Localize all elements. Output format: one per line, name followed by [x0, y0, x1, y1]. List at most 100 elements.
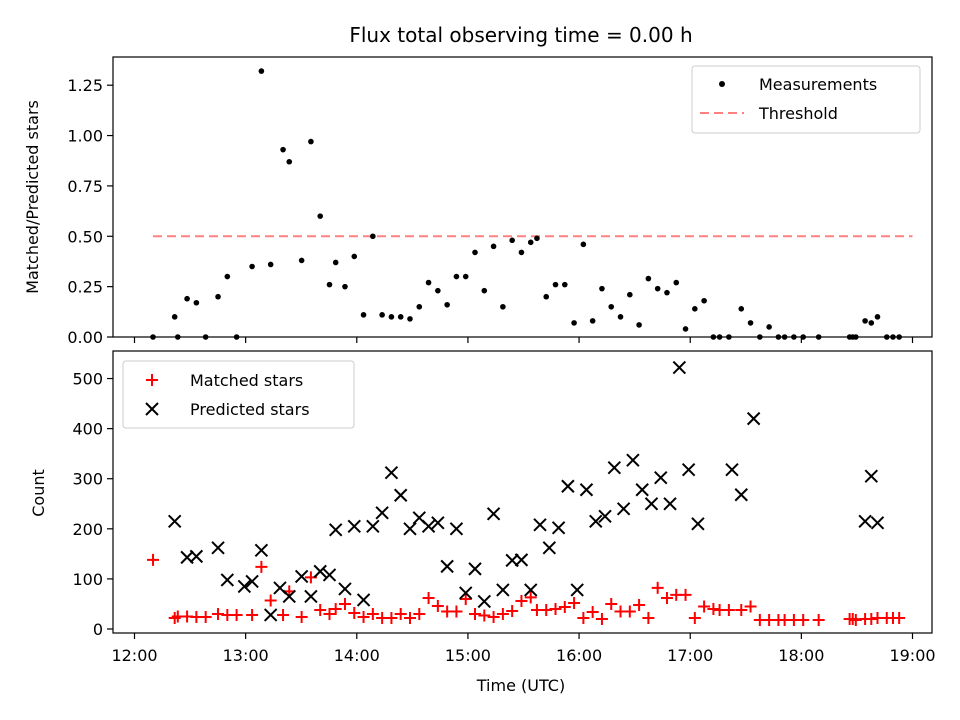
measurement-point [636, 322, 642, 328]
predicted-star-point [431, 516, 445, 530]
measurement-point [862, 318, 868, 324]
top-y-tick-label: 1.25 [67, 76, 103, 95]
measurement-point [589, 318, 596, 324]
matched-star-point [688, 611, 701, 624]
x-tick-label: 13:00 [223, 646, 269, 665]
bottom-y-tick-label: 300 [72, 470, 103, 489]
chart-title: Flux total observing time = 0.00 h [349, 23, 692, 47]
matched-star-point [506, 604, 519, 617]
measurement-point [527, 239, 534, 246]
matched-star-point [558, 600, 571, 613]
measurement-point [518, 249, 525, 256]
matched-star-point [459, 592, 472, 605]
top-x-ticks [133, 337, 914, 343]
matched-star-point [698, 600, 711, 613]
measurement-point [552, 281, 559, 288]
bottom-legend: Matched stars Predicted stars [122, 360, 355, 429]
top-axes-frame [112, 56, 933, 338]
measurement-point [425, 279, 432, 286]
measurement-point [617, 314, 624, 320]
measurement-point [645, 275, 652, 282]
measurement-point [462, 273, 469, 280]
predicted-star-point [375, 506, 389, 520]
top-y-tick-label: 0.00 [67, 328, 103, 347]
predicted-stars-series [167, 360, 885, 622]
measurement-point [351, 253, 358, 260]
x-tick-label: 14:00 [334, 646, 380, 665]
predicted-star-point [313, 564, 327, 579]
measurement-point [342, 283, 348, 290]
measurement-point [308, 138, 314, 145]
measurement-point [286, 158, 293, 165]
predicted-legend-label: Predicted stars [190, 400, 310, 419]
predicted-star-point [440, 559, 454, 574]
top-y-tick-label: 0.50 [67, 227, 103, 246]
predicted-star-point [864, 469, 879, 483]
measurement-point [701, 297, 707, 304]
top-y-axis-label: Matched/Predicted stars [23, 100, 42, 294]
measurements-series [150, 68, 902, 340]
measurement-point [397, 314, 404, 320]
matched-star-point [849, 613, 862, 626]
predicted-star-point [338, 582, 352, 596]
measurement-point [692, 305, 698, 312]
predicted-star-point [644, 497, 659, 511]
predicted-star-point [403, 522, 417, 536]
bottom-y-tick-label: 200 [72, 520, 103, 539]
matched-star-point [633, 598, 646, 611]
measurement-point [608, 303, 615, 310]
predicted-star-point [459, 586, 473, 600]
measurement-point [747, 320, 754, 326]
x-tick-label: 17:00 [667, 646, 713, 665]
predicted-star-point [356, 593, 371, 607]
x-tick-label: 15:00 [445, 646, 491, 665]
measurement-point [326, 281, 333, 288]
predicted-star-point [561, 479, 575, 493]
matched-star-point [147, 553, 160, 566]
predicted-star-point [514, 553, 529, 567]
matched-star-point [707, 602, 720, 615]
measurement-point [416, 303, 423, 310]
measurement-point [453, 273, 460, 280]
bottom-y-tick-label: 100 [72, 570, 103, 589]
predicted-star-point [616, 502, 631, 516]
x-tick-label: 18:00 [778, 646, 824, 665]
measurement-point [490, 243, 497, 250]
predicted-star-point [654, 471, 668, 485]
bottom-y-tick-label: 0 [93, 620, 103, 639]
matched-star-point [264, 594, 277, 607]
measurement-point [193, 299, 200, 306]
predicted-star-point [245, 574, 259, 589]
threshold-legend-label: Threshold [758, 104, 838, 123]
measurement-point [407, 316, 413, 322]
matched-star-point [295, 610, 308, 623]
matched-star-point [540, 603, 553, 616]
bottom-y-tick-label: 500 [72, 370, 103, 389]
predicted-star-point [254, 543, 269, 558]
x-tick-label: 19:00 [889, 646, 935, 665]
measurement-point [874, 314, 881, 320]
predicted-star-point [524, 583, 538, 597]
matched-star-point [865, 612, 878, 625]
measurement-point [360, 312, 367, 318]
predicted-star-point [282, 589, 296, 604]
matched-star-point [812, 613, 825, 626]
top-legend-box [691, 65, 921, 134]
predicted-star-point [570, 583, 584, 597]
matched-star-point [366, 607, 379, 620]
x-tick-label: 12:00 [111, 646, 157, 665]
matched-star-point [357, 610, 370, 623]
measurement-point [435, 287, 441, 294]
predicted-star-point [220, 573, 235, 587]
predicted-star-point [477, 594, 492, 609]
predicted-star-point [746, 411, 761, 426]
bottom-x-ticks: 12:00 13:00 14:00 15:00 16:00 17:00 18:00 19:00 [111, 633, 936, 665]
matched-star-point [487, 610, 500, 623]
measurement-point [184, 295, 190, 302]
measurement-point [500, 303, 506, 310]
bottom-y-axis-label: Count [29, 469, 48, 517]
predicted-star-point [589, 514, 603, 529]
predicted-star-point [870, 516, 885, 530]
bottom-axes-frame [112, 350, 933, 634]
